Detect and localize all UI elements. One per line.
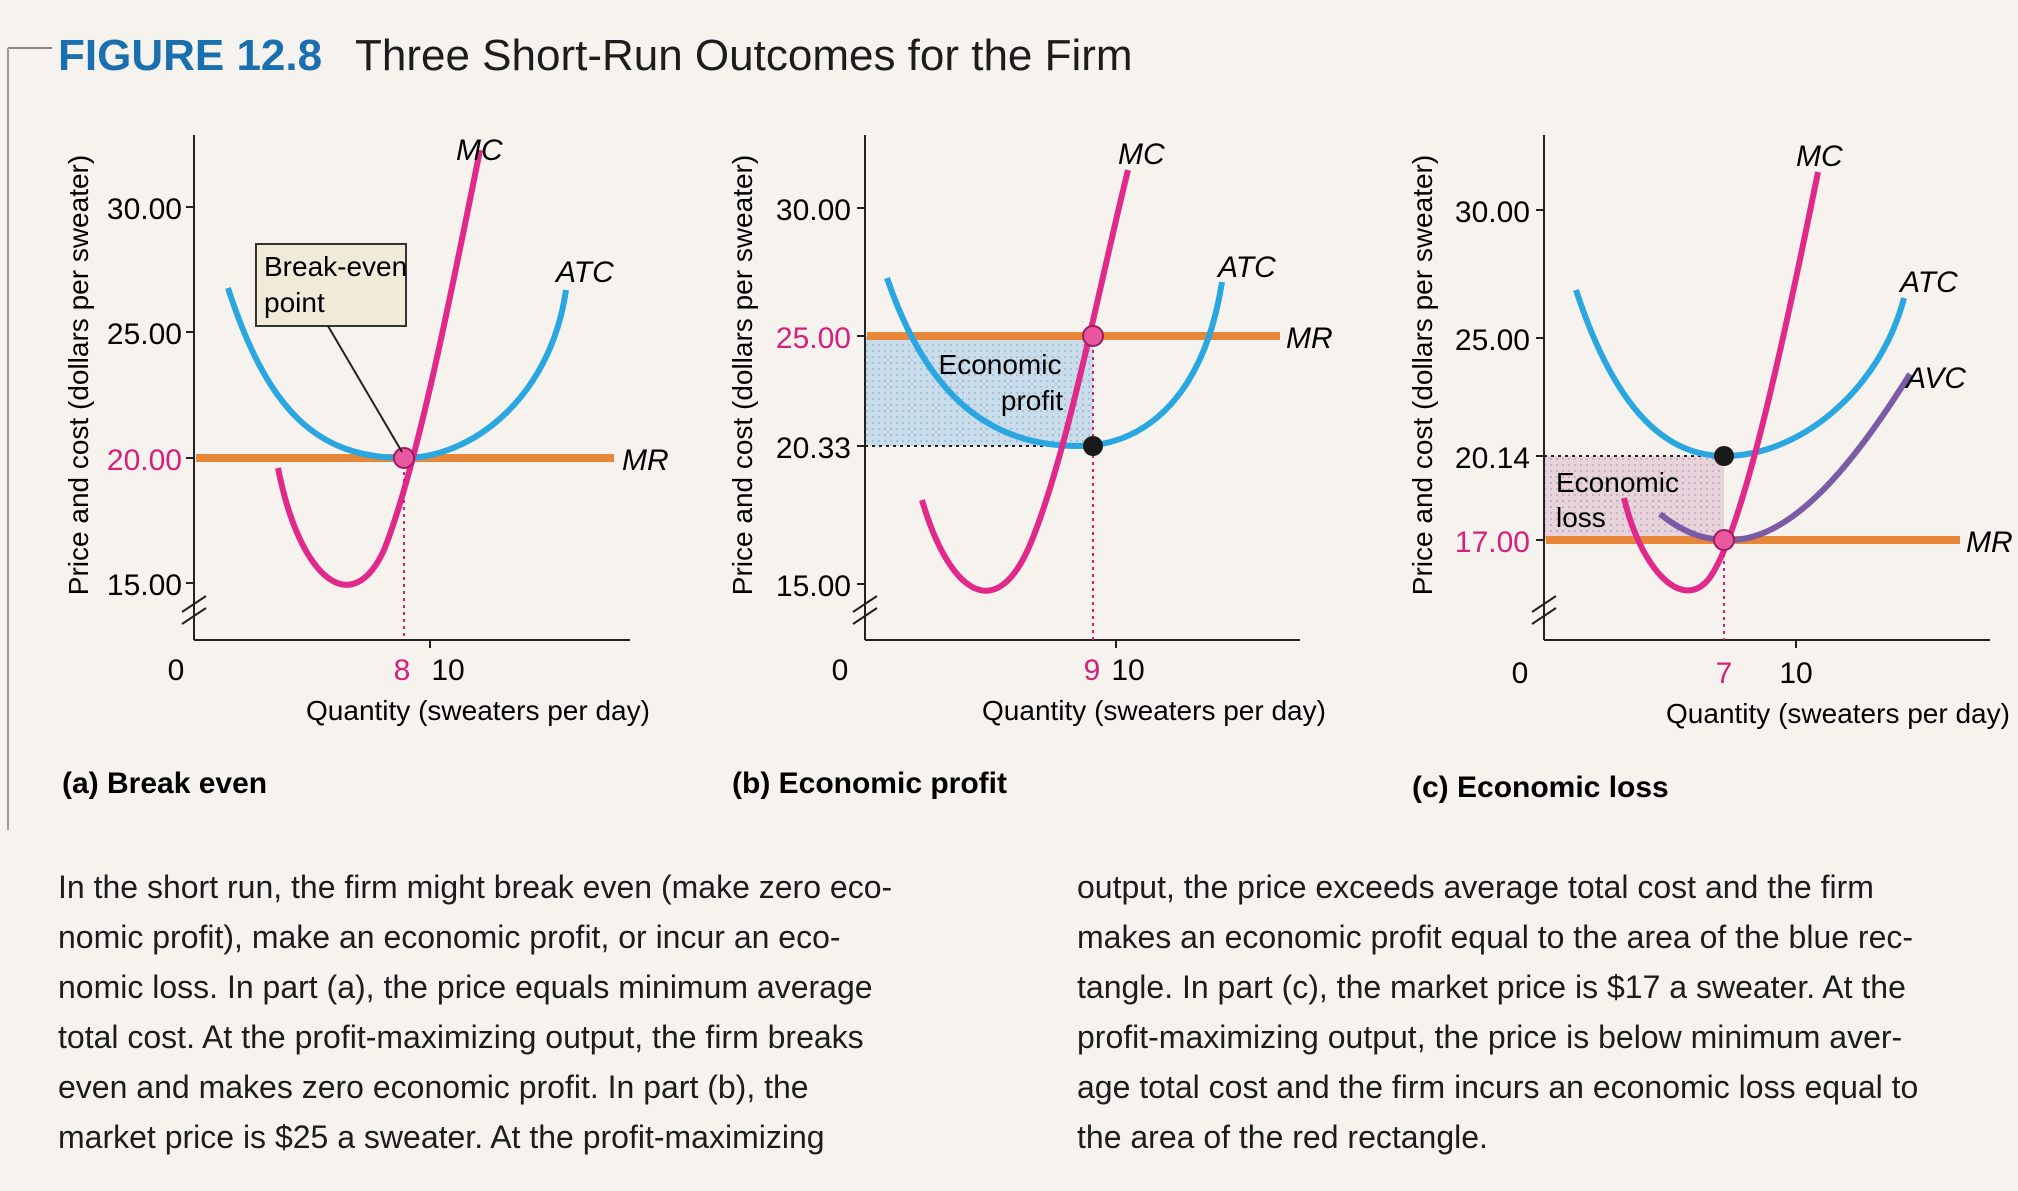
- panel-b: 30.00 25.00 20.33 15.00 0 9 10 Quantity …: [727, 135, 1333, 800]
- panel-a-callout-line2: point: [264, 287, 325, 318]
- panel-b-mr-label: MR: [1286, 322, 1333, 355]
- panel-c-xlabel: Quantity (sweaters per day): [1666, 698, 2010, 729]
- panel-c-equilibrium-point: [1713, 529, 1735, 551]
- panel-b-title: (b) Economic profit: [732, 767, 1007, 800]
- panel-b-xtick-label: 10: [1111, 654, 1144, 687]
- panel-a-ytick-label: 15.00: [107, 569, 182, 602]
- panel-b-area-label-line1: Economic: [939, 349, 1062, 380]
- panel-b-area-label-line2: profit: [1001, 385, 1063, 416]
- panel-c-ytick-label: 30.00: [1455, 196, 1530, 229]
- panel-a-xtick-label: 10: [431, 654, 464, 687]
- figure-header: FIGURE 12.8 Three Short-Run Outcomes for…: [7, 31, 1133, 830]
- panel-a-title: (a) Break even: [62, 767, 267, 800]
- panel-a-ytick-label: 25.00: [107, 318, 182, 351]
- panel-c-ytick-label: 20.14: [1455, 442, 1530, 475]
- panel-c-avc-curve: [1658, 372, 1913, 544]
- panel-c-atc-curve: [1573, 289, 1907, 460]
- panel-b-xlabel: Quantity (sweaters per day): [982, 695, 1326, 726]
- panel-b-ytick-label: 30.00: [776, 194, 851, 227]
- panel-c-ylabel: Price and cost (dollars per sweater): [1407, 155, 1438, 595]
- panel-c-xtick-label: 10: [1779, 657, 1812, 690]
- panel-a-mc-curve: [275, 149, 483, 588]
- panel-c-origin: 0: [1512, 657, 1529, 690]
- panel-b-profit-rectangle: [865, 336, 1093, 446]
- panel-a-ytick-label: 30.00: [107, 193, 182, 226]
- caption-right: output, the price exceeds average total …: [1077, 869, 1919, 1155]
- panel-b-ylabel: Price and cost (dollars per sweater): [727, 155, 758, 595]
- panel-a: 30.00 25.00 20.00 15.00 0 8 10 Quantity …: [62, 134, 669, 800]
- panel-c-atc-label: ATC: [1898, 266, 1958, 299]
- panel-b-mc-label: MC: [1118, 138, 1165, 171]
- panel-c-ytick-label-price: 17.00: [1455, 526, 1530, 559]
- caption-left: In the short run, the firm might break e…: [58, 869, 893, 1155]
- panel-c-mr-label: MR: [1966, 526, 2013, 559]
- panel-b-xtick-label-quantity: 9: [1084, 654, 1101, 687]
- panel-b-atc-curve: [884, 277, 1225, 450]
- panel-c-axis-break: [1531, 595, 1557, 625]
- panel-a-ylabel: Price and cost (dollars per sweater): [63, 155, 94, 595]
- panel-a-origin: 0: [168, 654, 185, 687]
- figure-title: Three Short-Run Outcomes for the Firm: [355, 31, 1133, 80]
- panel-b-equilibrium-point: [1082, 325, 1104, 347]
- panel-a-callout-line1: Break-even: [264, 251, 407, 282]
- panel-c-mc-curve: [1621, 171, 1821, 594]
- panel-a-callout-leader: [327, 325, 403, 453]
- panel-c-ytick-label: 25.00: [1455, 324, 1530, 357]
- panel-c-mc-label: MC: [1796, 140, 1843, 173]
- panel-b-axis-break: [852, 595, 878, 625]
- panel-a-callout-box: [255, 243, 407, 327]
- panel-c-area-label-line1: Economic: [1556, 467, 1679, 498]
- panel-b-origin: 0: [832, 654, 849, 687]
- panel-c-area-label-line2: loss: [1556, 502, 1606, 533]
- panel-a-ytick-label-price: 20.00: [107, 444, 182, 477]
- figure-number: FIGURE 12.8: [58, 31, 322, 80]
- panel-b-atc-label: ATC: [1216, 251, 1276, 284]
- panel-a-mc-label: MC: [456, 134, 503, 167]
- panel-b-mc-curve: [919, 169, 1131, 594]
- panel-c: 30.00 25.00 20.14 17.00 0 7 10 Quantity …: [1407, 135, 2013, 804]
- panel-b-ytick-label: 20.33: [776, 432, 851, 465]
- panel-b-ytick-label-price: 25.00: [776, 322, 851, 355]
- panel-a-axis-break: [181, 595, 207, 625]
- panel-c-atc-point: [1714, 446, 1734, 466]
- panel-a-atc-label: ATC: [554, 256, 614, 289]
- panel-a-break-even-point: [393, 447, 415, 469]
- panel-b-atc-point: [1083, 436, 1103, 456]
- panel-a-mr-label: MR: [622, 444, 669, 477]
- panel-a-xlabel: Quantity (sweaters per day): [306, 695, 650, 726]
- panel-c-xtick-label-quantity: 7: [1716, 657, 1733, 690]
- panel-c-avc-label: AVC: [1904, 362, 1966, 395]
- panel-a-xtick-label-quantity: 8: [394, 654, 411, 687]
- panel-c-title: (c) Economic loss: [1412, 771, 1669, 804]
- panel-b-ytick-label: 15.00: [776, 570, 851, 603]
